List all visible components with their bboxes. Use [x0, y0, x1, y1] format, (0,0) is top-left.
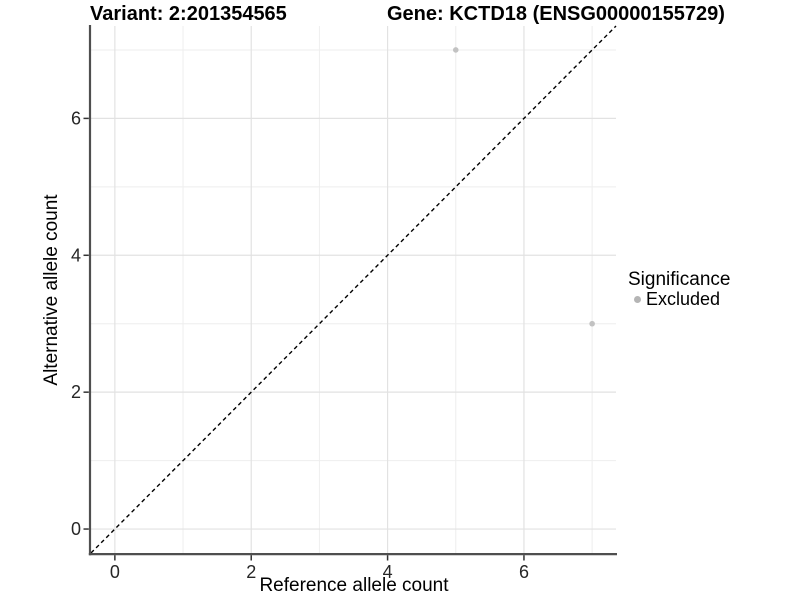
data-point: [452, 47, 459, 53]
y-tick-label: 0: [71, 519, 81, 539]
y-tick-label: 4: [71, 245, 81, 265]
x-tick-label: 0: [110, 562, 120, 582]
variant-title: Variant: 2:201354565: [90, 3, 287, 25]
legend-key-dot-icon: [634, 296, 641, 303]
legend-item-excluded: Excluded: [628, 290, 730, 309]
y-axis-title: Alternative allele count: [41, 194, 62, 386]
identity-dashed-line: [90, 25, 617, 554]
y-tick-label: 2: [71, 382, 81, 402]
y-tick-label: 6: [71, 108, 81, 128]
legend: Significance Excluded: [628, 269, 730, 309]
legend-title: Significance: [628, 269, 731, 290]
x-tick-label: 2: [246, 562, 256, 582]
gene-title: Gene: KCTD18 (ENSG00000155729): [387, 3, 725, 25]
data-point: [589, 320, 595, 327]
legend-item-label: Excluded: [646, 289, 721, 309]
x-tick-label: 4: [383, 562, 393, 582]
x-axis-title: Reference allele count: [259, 575, 449, 596]
x-tick-label: 6: [519, 562, 529, 582]
